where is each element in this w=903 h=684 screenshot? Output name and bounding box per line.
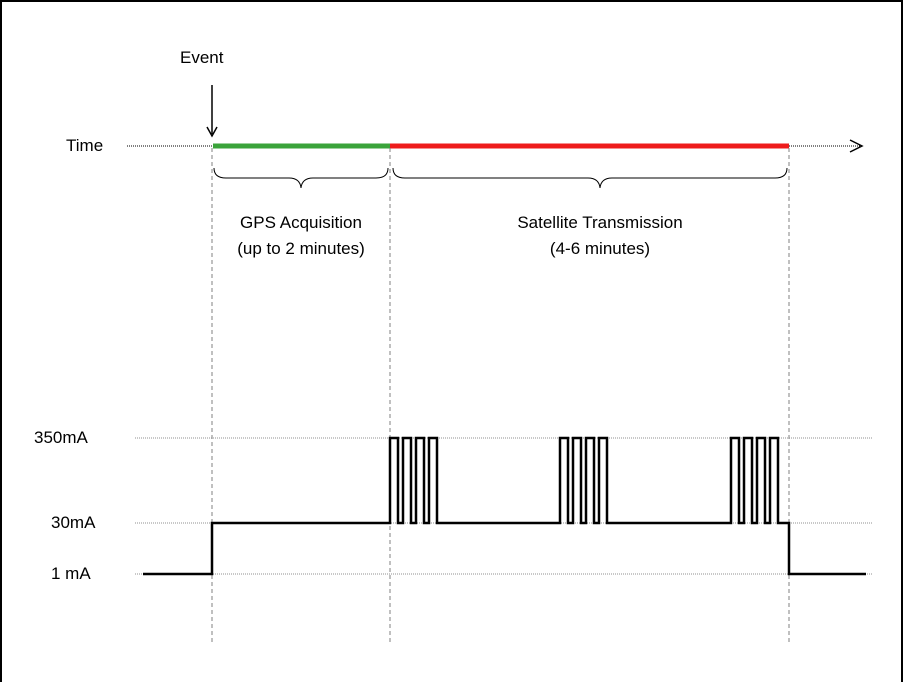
event-label: Event [180,48,224,67]
satellite-transmission-brace [392,167,788,189]
satellite-transmission-title: Satellite Transmission [517,213,683,232]
gps-acquisition-duration: (up to 2 minutes) [237,239,365,258]
gps-acquisition-brace [213,167,389,189]
time-axis-label: Time [66,136,104,155]
time-axis-arrowhead [849,139,864,153]
event-arrowhead [206,126,218,138]
current-label-30ma: 30mA [51,513,96,532]
current-label-350ma: 350mA [34,428,88,447]
gps-acquisition-title: GPS Acquisition [240,213,362,232]
satellite-transmission-duration: (4-6 minutes) [549,239,651,258]
current-label-1ma: 1 mA [51,564,91,583]
current-waveform [143,436,866,576]
